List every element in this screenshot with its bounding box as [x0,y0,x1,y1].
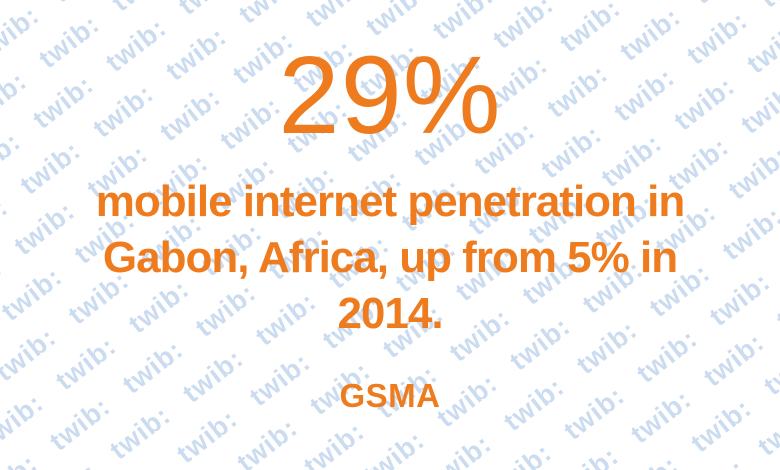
source-label: GSMA [339,377,441,414]
stat-description: mobile internet penetration in Gabon, Af… [0,174,780,342]
description-line-1: mobile internet penetration in [95,177,686,226]
stat-content: 29% mobile internet penetration in Gabon… [0,40,780,470]
stat-value: 29% [278,34,502,157]
description-line-2: Gabon, Africa, up from 5% in [102,233,678,282]
description-line-3: 2014. [337,289,443,338]
